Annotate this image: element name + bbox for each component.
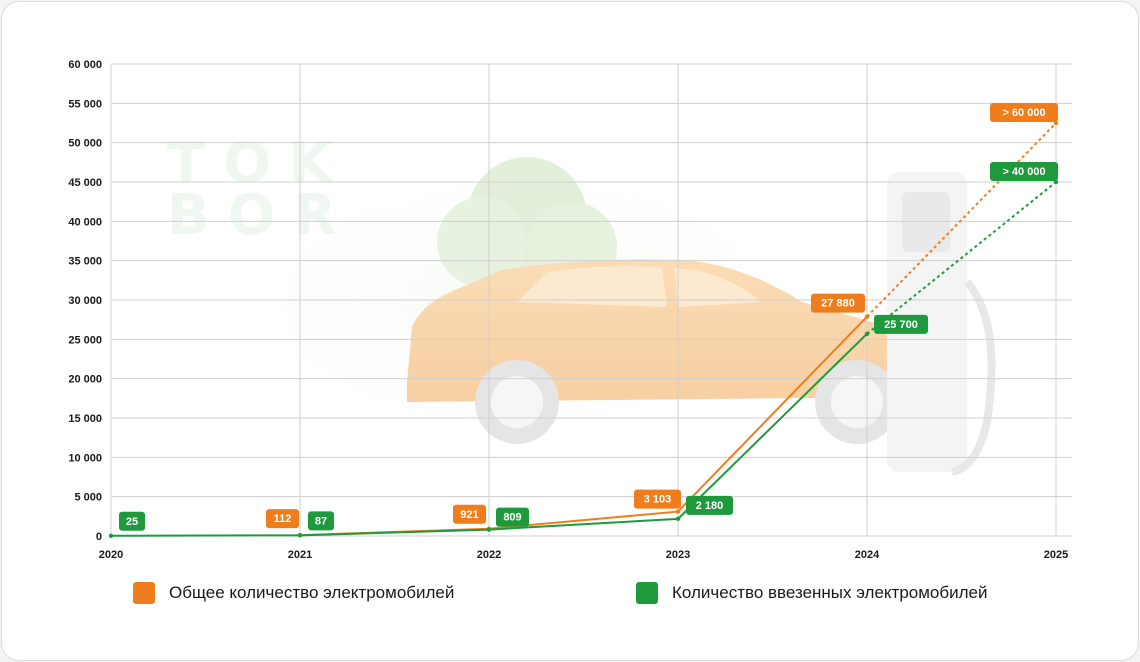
legend-swatch-imported	[636, 582, 658, 604]
y-axis-ticks: 0 5 000 10 000 15 000 20 000 25 000 30 000 35 0…	[68, 59, 102, 543]
logo-line-1: TOK	[167, 131, 350, 196]
data-label: 87	[308, 511, 334, 531]
data-label-box	[686, 495, 733, 515]
y-tick-label: 50 000	[68, 138, 102, 150]
legend-item-imported: Количество ввезенных электромобилей	[636, 582, 988, 604]
data-label-box	[308, 511, 334, 531]
data-label: 25 700	[874, 314, 928, 334]
chart-svg: TOK BOR 0 5 000 10 000 15 000 20 000 25 000 30…	[68, 59, 1072, 561]
data-label-box	[634, 489, 681, 509]
y-tick-label: 40 000	[68, 216, 102, 228]
x-axis-ticks: 2020 2021 2022 2023 2024 2025	[99, 549, 1068, 561]
data-label-text: 2 180	[696, 500, 724, 512]
data-label-text: > 40 000	[1002, 166, 1045, 178]
x-tick-label: 2021	[288, 549, 312, 561]
x-tick-label: 2020	[99, 549, 123, 561]
data-label-text: 25 700	[884, 319, 918, 331]
y-tick-label: 60 000	[68, 59, 102, 71]
y-tick-label: 20 000	[68, 374, 102, 386]
data-label: > 60 000	[990, 103, 1058, 122]
data-label-box	[453, 504, 486, 524]
data-point	[297, 533, 303, 538]
data-point	[108, 533, 114, 539]
data-label-text: 27 880	[821, 298, 855, 310]
x-tick-label: 2024	[855, 549, 880, 561]
legend-label-total: Общее количество электромобилей	[169, 583, 455, 602]
x-tick-label: 2025	[1044, 549, 1068, 561]
data-point	[486, 527, 492, 532]
data-label: 809	[496, 507, 529, 527]
data-label-box	[811, 293, 865, 313]
data-label-text: 87	[315, 515, 327, 527]
data-label: > 40 000	[990, 162, 1058, 181]
data-label-text: > 60 000	[1002, 107, 1045, 119]
legend-label-imported: Количество ввезенных электромобилей	[672, 583, 988, 602]
data-label-box	[496, 507, 529, 527]
data-label-box	[990, 162, 1058, 181]
y-tick-label: 15 000	[68, 413, 102, 425]
data-label: 27 880	[811, 293, 865, 313]
legend-item-total: Общее количество электромобилей	[133, 582, 454, 604]
data-label-box	[874, 314, 928, 334]
data-label-text: 112	[274, 513, 292, 525]
data-label-box	[990, 103, 1058, 122]
x-tick-label: 2022	[477, 549, 501, 561]
y-tick-label: 5 000	[74, 492, 102, 504]
data-label-text: 3 103	[644, 494, 672, 506]
tokbor-logo-watermark: TOK BOR	[167, 131, 354, 248]
data-point	[864, 314, 870, 319]
y-tick-label: 25 000	[68, 334, 102, 346]
y-tick-label: 30 000	[68, 295, 102, 307]
data-label-box	[119, 511, 145, 531]
data-label: 921	[453, 504, 486, 524]
data-label-text: 921	[460, 509, 478, 521]
data-label-text: 809	[503, 512, 521, 524]
series-lines	[108, 120, 1059, 539]
y-tick-label: 45 000	[68, 177, 102, 189]
legend-swatch-total	[133, 582, 155, 604]
data-point	[675, 509, 681, 514]
y-tick-label: 10 000	[68, 452, 102, 464]
series-line-projected-1	[866, 181, 1057, 335]
data-labels: 112 921 3 103 27 880 > 60 000 25 87 809 2 180 25 …	[119, 103, 1058, 531]
y-tick-label: 0	[96, 531, 102, 543]
data-label-box	[266, 509, 299, 529]
data-point	[864, 331, 870, 337]
y-tick-label: 55 000	[68, 98, 102, 110]
data-point	[675, 516, 681, 522]
car-icon	[407, 259, 914, 444]
data-label: 2 180	[686, 495, 733, 515]
grid	[110, 63, 1072, 537]
data-label: 112	[266, 509, 299, 529]
data-label-text: 25	[126, 516, 138, 528]
y-tick-label: 35 000	[68, 256, 102, 268]
logo-line-2: BOR	[167, 183, 354, 248]
data-label: 25	[119, 511, 145, 531]
x-tick-label: 2023	[666, 549, 690, 561]
data-label: 3 103	[634, 489, 681, 509]
